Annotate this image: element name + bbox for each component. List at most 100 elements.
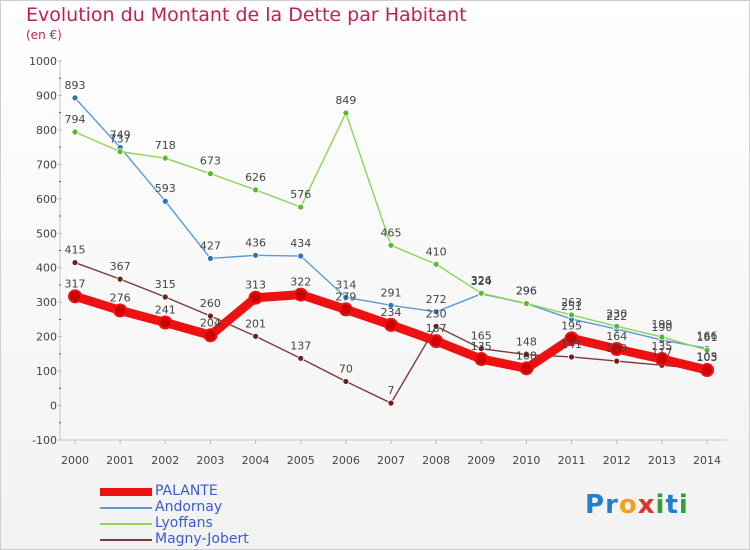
data-label-andornay: 749 [110,128,131,141]
data-point-andornay [161,197,169,205]
data-label-magny-jobert: 315 [155,278,176,291]
data-label-magny-jobert: 148 [516,336,537,349]
data-point-lyoffans [703,346,711,354]
data-label-lyoffans: 199 [651,318,672,331]
chart-title: Evolution du Montant de la Dette par Hab… [26,4,467,26]
data-point-lyoffans [207,170,214,178]
legend-swatch-palante [100,488,152,496]
x-tick-label: 2002 [151,454,179,467]
data-point-lyoffans [568,311,575,319]
x-tick-label: 2005 [287,454,315,467]
logo-letter: t [665,490,679,520]
data-label-lyoffans: 794 [65,113,86,126]
data-label-magny-jobert: 117 [651,346,672,359]
x-tick-label: 2010 [512,454,540,467]
y-tick-label: 500 [36,227,57,240]
data-point-lyoffans [252,186,259,194]
data-label-lyoffans: 161 [697,331,718,344]
data-point-palante [113,303,128,318]
x-tick-label: 2008 [422,454,450,467]
data-point-lyoffans [477,289,485,297]
y-tick-label: -100 [32,434,57,447]
data-label-palante: 234 [381,306,402,319]
data-label-andornay: 251 [561,300,582,313]
data-label-andornay: 222 [606,310,627,323]
unit-label: (en €) [26,28,62,42]
data-point-palante [248,290,263,305]
data-label-lyoffans: 263 [561,296,582,309]
data-label-andornay: 291 [381,286,402,299]
data-label-lyoffans: 576 [290,188,311,201]
x-tick-label: 2007 [377,454,405,467]
data-point-magny-jobert [207,312,214,320]
data-point-magny-jobert [477,345,485,353]
y-tick-label: 200 [36,331,57,344]
data-point-lyoffans [658,333,666,341]
data-point-palante [609,342,624,357]
data-point-andornay [387,301,395,309]
data-point-lyoffans [613,322,621,330]
data-label-andornay: 324 [471,275,492,288]
data-label-lyoffans: 718 [155,139,176,152]
data-point-palante [700,363,714,378]
data-point-palante [429,334,444,349]
x-tick-label: 2006 [332,454,360,467]
data-label-magny-jobert: 7 [388,384,395,397]
data-point-lyoffans [342,109,350,117]
data-point-lyoffans [116,148,124,156]
data-label-andornay: 314 [335,278,356,291]
data-point-magny-jobert [71,259,79,266]
data-label-palante: 108 [516,349,537,362]
data-label-palante: 204 [200,316,221,329]
data-point-magny-jobert [252,332,259,340]
data-point-palante [474,352,489,367]
x-tick-label: 2011 [558,454,586,467]
data-point-palante [338,302,353,317]
data-label-lyoffans: 849 [335,94,356,107]
data-point-andornay [207,255,214,262]
data-label-andornay: 893 [65,79,86,92]
data-label-magny-jobert: 230 [426,307,447,320]
y-tick-label: 1000 [29,55,57,68]
y-tick-label: 300 [36,296,57,309]
legend-label-palante: PALANTE [155,483,218,499]
data-label-magny-jobert: 141 [561,338,582,351]
legend-label-andornay: Andornay [155,499,223,515]
logo-letter: o [618,490,638,520]
data-point-magny-jobert [342,378,350,385]
data-label-andornay: 272 [426,293,447,306]
x-tick-label: 2001 [106,454,134,467]
data-label-palante: 313 [245,279,266,292]
data-point-andornay [252,251,259,259]
data-point-lyoffans [297,203,305,211]
data-label-palante: 241 [155,304,176,317]
logo-letter: i [655,490,666,520]
x-tick-label: 2003 [196,454,224,467]
data-label-palante: 322 [290,276,311,289]
data-point-lyoffans [71,128,79,136]
x-tick-label: 2012 [603,454,631,467]
data-point-lyoffans [432,260,440,268]
legend-swatch-lyoffans [100,523,152,525]
data-label-palante: 135 [651,340,672,353]
legend-swatch-magny-jobert [100,539,152,541]
data-label-magny-jobert: 260 [200,297,221,310]
data-label-andornay: 296 [516,285,537,298]
data-point-palante [384,317,398,332]
logo-letter: r [605,490,619,520]
data-label-palante: 279 [335,290,356,303]
data-label-magny-jobert: 105 [697,350,718,363]
data-label-palante: 103 [697,351,718,364]
y-tick-label: 700 [36,158,57,171]
data-label-magny-jobert: 70 [339,362,353,375]
data-point-magny-jobert [161,293,169,301]
legend-label-lyoffans: Lyoffans [155,515,213,531]
data-point-palante [293,287,308,302]
data-label-lyoffans: 465 [381,226,402,239]
proxiti-logo: Proxiti [585,490,689,520]
data-label-andornay: 434 [290,237,311,250]
data-point-andornay [71,94,79,102]
data-point-andornay [432,308,440,316]
data-label-lyoffans: 626 [245,171,266,184]
